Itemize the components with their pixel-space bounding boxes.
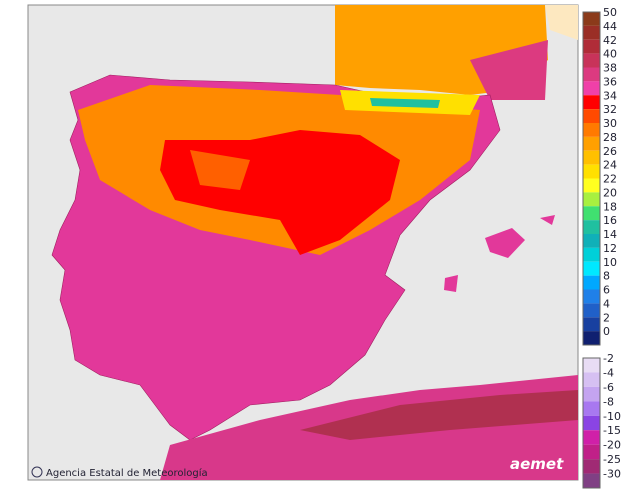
legend-label: 22 bbox=[603, 173, 617, 186]
legend-label: 28 bbox=[603, 131, 617, 144]
mallorca bbox=[485, 228, 525, 258]
legend-swatch bbox=[583, 444, 600, 460]
legend-label: 30 bbox=[603, 117, 617, 130]
legend-swatch bbox=[583, 53, 600, 68]
legend-label: 26 bbox=[603, 145, 617, 158]
legend-swatch bbox=[583, 192, 600, 207]
legend-swatch bbox=[583, 303, 600, 318]
legend-label: -15 bbox=[603, 424, 621, 437]
legend-label: 36 bbox=[603, 75, 617, 88]
legend-swatch bbox=[583, 39, 600, 54]
legend-swatch bbox=[583, 415, 600, 431]
legend-swatch bbox=[583, 123, 600, 137]
legend-swatch bbox=[583, 178, 600, 193]
legend-label: 10 bbox=[603, 256, 617, 269]
legend-label: -20 bbox=[603, 439, 621, 452]
logo: aemet bbox=[510, 455, 564, 473]
legend-swatch bbox=[583, 81, 600, 96]
legend-swatch bbox=[583, 95, 600, 110]
legend-frame bbox=[582, 11, 601, 346]
legend-label: 34 bbox=[603, 89, 617, 102]
legend-swatch bbox=[583, 289, 600, 304]
legend-label: 42 bbox=[603, 34, 617, 47]
legend-label: 12 bbox=[603, 242, 617, 255]
legend-swatch bbox=[583, 473, 600, 488]
legend-swatch bbox=[583, 386, 600, 402]
legend-label: 40 bbox=[603, 48, 617, 61]
legend-swatch bbox=[583, 136, 600, 151]
legend-swatch bbox=[583, 206, 600, 221]
legend-label: 16 bbox=[603, 214, 617, 227]
legend-swatch bbox=[583, 109, 600, 123]
ibiza bbox=[444, 275, 458, 292]
legend-label: 14 bbox=[603, 228, 617, 241]
legend-swatch bbox=[583, 67, 600, 82]
legend-label: 18 bbox=[603, 200, 617, 213]
legend-label: -6 bbox=[603, 381, 614, 394]
legend-swatch bbox=[583, 459, 600, 474]
legend-swatch bbox=[583, 234, 600, 248]
legend-label: 8 bbox=[603, 270, 610, 283]
menorca bbox=[540, 215, 555, 225]
legend-swatch bbox=[583, 164, 600, 179]
copyright-icon bbox=[31, 466, 43, 478]
legend-swatch bbox=[583, 430, 600, 445]
france-south bbox=[470, 40, 548, 100]
legend-swatch bbox=[583, 25, 600, 40]
legend-label: 50 bbox=[603, 6, 617, 19]
legend-label: 4 bbox=[603, 297, 610, 310]
legend-label: 2 bbox=[603, 311, 610, 324]
legend-swatch bbox=[583, 358, 600, 373]
legend-swatch bbox=[583, 220, 600, 234]
legend-swatch bbox=[583, 372, 600, 387]
legend-swatch bbox=[583, 401, 600, 416]
legend-swatch bbox=[583, 275, 600, 290]
legend-label: 38 bbox=[603, 62, 617, 75]
legend-label: 0 bbox=[603, 325, 610, 338]
legend-label: -10 bbox=[603, 410, 621, 423]
legend-label: 24 bbox=[603, 159, 617, 172]
credit: Agencia Estatal de Meteorología bbox=[46, 467, 208, 479]
legend-label: -30 bbox=[603, 468, 621, 481]
pyrenees-peaks bbox=[370, 98, 440, 108]
land-ne bbox=[545, 5, 578, 40]
legend-label: -8 bbox=[603, 395, 614, 408]
legend-swatch bbox=[583, 317, 600, 332]
legend-label: 20 bbox=[603, 186, 617, 199]
legend-label: -25 bbox=[603, 453, 621, 466]
plateau bbox=[190, 150, 250, 190]
legend-label: 44 bbox=[603, 20, 617, 33]
legend-swatch bbox=[583, 12, 600, 26]
legend-label: -4 bbox=[603, 366, 614, 379]
legend-swatch bbox=[583, 261, 600, 276]
legend-label: -2 bbox=[603, 352, 614, 365]
legend-frame bbox=[582, 357, 601, 489]
legend-swatch bbox=[583, 247, 600, 262]
legend-label: 32 bbox=[603, 103, 617, 116]
atlas bbox=[300, 390, 578, 440]
legend-swatch bbox=[583, 331, 600, 345]
legend-label: 6 bbox=[603, 284, 610, 297]
legend-swatch bbox=[583, 150, 600, 165]
